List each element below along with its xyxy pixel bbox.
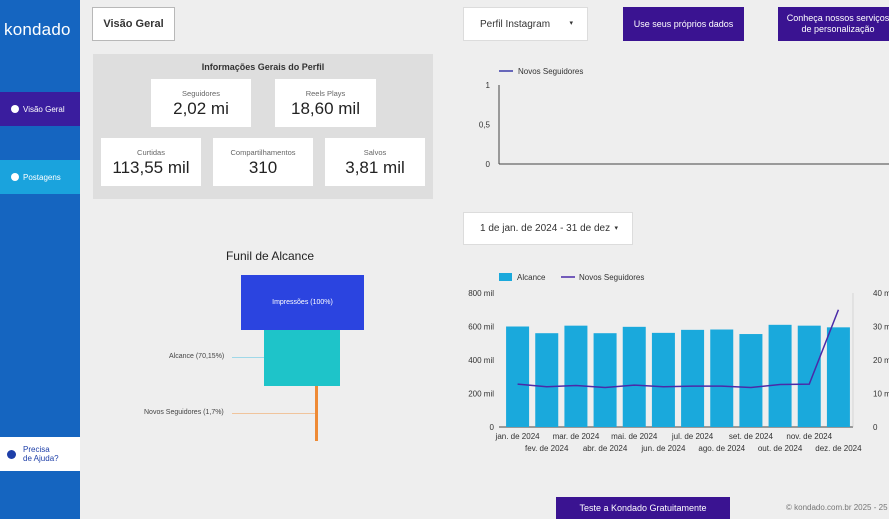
bar [535, 333, 559, 427]
funnel-reach-label: Alcance (70,15%) [169, 353, 225, 360]
help-link[interactable]: Precisa de Ajuda? [0, 437, 80, 471]
help-text: Precisa de Ajuda? [23, 445, 59, 463]
x-tick-label: mai. de 2024 [611, 432, 658, 441]
y-left-tick-label: 200 mil [468, 390, 494, 399]
y-left-tick-label: 600 mil [468, 323, 494, 332]
circle-icon [7, 449, 16, 459]
x-tick-label: ago. de 2024 [698, 444, 745, 453]
funnel-title: Funil de Alcance [225, 249, 315, 263]
y-tick-label: 0,5 [479, 121, 491, 130]
legend-label: Novos Seguidores [518, 67, 583, 76]
sidebar-item-label: Visão Geral [23, 104, 65, 114]
x-tick-label: dez. de 2024 [815, 444, 862, 453]
y-right-tick-label: 30 mil [873, 323, 889, 332]
bar [651, 332, 675, 427]
bar [622, 326, 646, 427]
services-button[interactable]: Conheça nossos serviços de personalizaçã… [778, 7, 889, 41]
y-right-tick-label: 0 [873, 423, 878, 432]
copyright-text: © kondado.com.br 2025 - 25 [786, 503, 888, 512]
bar [739, 334, 763, 427]
bar [797, 325, 821, 427]
dropdown-arrow-icon: ▾ [569, 20, 573, 27]
kpi-reels-plays: Reels Plays 18,60 mil [275, 79, 376, 127]
bar [564, 325, 588, 427]
sidebar-item-posts[interactable]: Postagens [0, 160, 80, 194]
date-range-value: 1 de jan. de 2024 - 31 de dez [480, 223, 611, 234]
x-tick-label: jul. de 2024 [671, 432, 714, 441]
circle-icon [11, 173, 19, 181]
services-button-line2: de personalização [801, 24, 875, 34]
bar [681, 329, 705, 427]
help-line-2: de Ajuda? [23, 454, 59, 463]
bar [710, 329, 734, 427]
profile-select[interactable]: Perfil Instagram ▾ [463, 7, 588, 41]
x-tick-label: mar. de 2024 [553, 432, 600, 441]
kpi-value: 113,55 mil [112, 158, 190, 177]
legend-bar-icon [499, 273, 512, 281]
free-trial-button[interactable]: Teste a Kondado Gratuitamente [556, 497, 730, 519]
kpi-label: Reels Plays [305, 89, 346, 98]
legend-label: Novos Seguidores [579, 273, 644, 282]
circle-icon [11, 105, 19, 113]
funnel-stage-new-followers [315, 386, 318, 441]
bar [593, 333, 617, 427]
sidebar-item-label: Postagens [23, 172, 61, 182]
profile-select-value: Perfil Instagram [480, 18, 551, 30]
x-tick-label: set. de 2024 [729, 432, 774, 441]
y-right-tick-label: 40 mil [873, 289, 889, 298]
dropdown-arrow-icon: ▾ [614, 225, 618, 232]
kondado-logo: kondado [4, 20, 71, 39]
line-series [517, 309, 840, 389]
panel-title: Informações Gerais do Perfil [201, 62, 325, 72]
kpi-shares: Compartilhamentos 310 [213, 138, 313, 186]
y-tick-label: 0 [486, 160, 491, 169]
x-tick-label: fev. de 2024 [525, 444, 569, 453]
kpi-likes: Curtidas 113,55 mil [101, 138, 201, 186]
bar [768, 324, 792, 427]
kpi-value: 2,02 mi [173, 99, 229, 118]
funnel-stage-label: Impressões (100%) [272, 299, 333, 306]
reach-combo-chart: Alcance Novos Seguidores 800 mil 600 mil 4… [468, 273, 889, 453]
x-tick-label: jun. de 2024 [640, 444, 686, 453]
kpi-label: Compartilhamentos [230, 148, 296, 157]
kpi-value: 310 [248, 158, 278, 177]
funnel-followers-label: Novos Seguidores (1,7%) [144, 409, 224, 416]
y-left-tick-label: 0 [490, 423, 495, 432]
date-range-picker[interactable]: 1 de jan. de 2024 - 31 de dez ▾ [463, 212, 633, 245]
funnel-stage-reach [264, 330, 340, 386]
kpi-label: Seguidores [182, 89, 220, 98]
y-right-tick-label: 20 mil [873, 356, 889, 365]
funnel-connector [232, 357, 264, 358]
kpi-followers: Seguidores 2,02 mi [151, 79, 251, 127]
sidebar-item-overview[interactable]: Visão Geral [0, 92, 80, 126]
y-left-tick-label: 800 mil [468, 289, 494, 298]
help-line-1: Precisa [23, 445, 50, 454]
funnel-stage-impressions: Impressões (100%) [241, 275, 364, 330]
sidebar: kondado Visão Geral Postagens Precisa de … [0, 0, 80, 519]
funnel-connector [232, 413, 315, 414]
new-followers-line-chart: Novos Seguidores 1 0,5 0 [479, 67, 889, 169]
kpi-label: Curtidas [137, 148, 165, 157]
bar [506, 326, 530, 427]
y-left-tick-label: 400 mil [468, 356, 494, 365]
y-tick-label: 1 [486, 81, 491, 90]
legend-label: Alcance [517, 273, 546, 282]
y-right-tick-label: 10 mil [873, 390, 889, 399]
x-tick-label: nov. de 2024 [786, 432, 832, 441]
kpi-saved: Salvos 3,81 mil [325, 138, 425, 186]
x-tick-label: out. de 2024 [758, 444, 803, 453]
bar [826, 327, 850, 427]
services-button-line1: Conheça nossos serviços [786, 13, 889, 23]
x-tick-label: jan. de 2024 [495, 432, 541, 441]
kpi-value: 3,81 mil [345, 158, 405, 177]
use-own-data-button[interactable]: Use seus próprios dados [623, 7, 744, 41]
x-tick-label: abr. de 2024 [583, 444, 628, 453]
kpi-value: 18,60 mil [291, 99, 360, 118]
profile-info-panel: Informações Gerais do Perfil Seguidores … [93, 54, 433, 199]
kpi-label: Salvos [363, 148, 387, 157]
overview-button[interactable]: Visão Geral [92, 7, 175, 41]
